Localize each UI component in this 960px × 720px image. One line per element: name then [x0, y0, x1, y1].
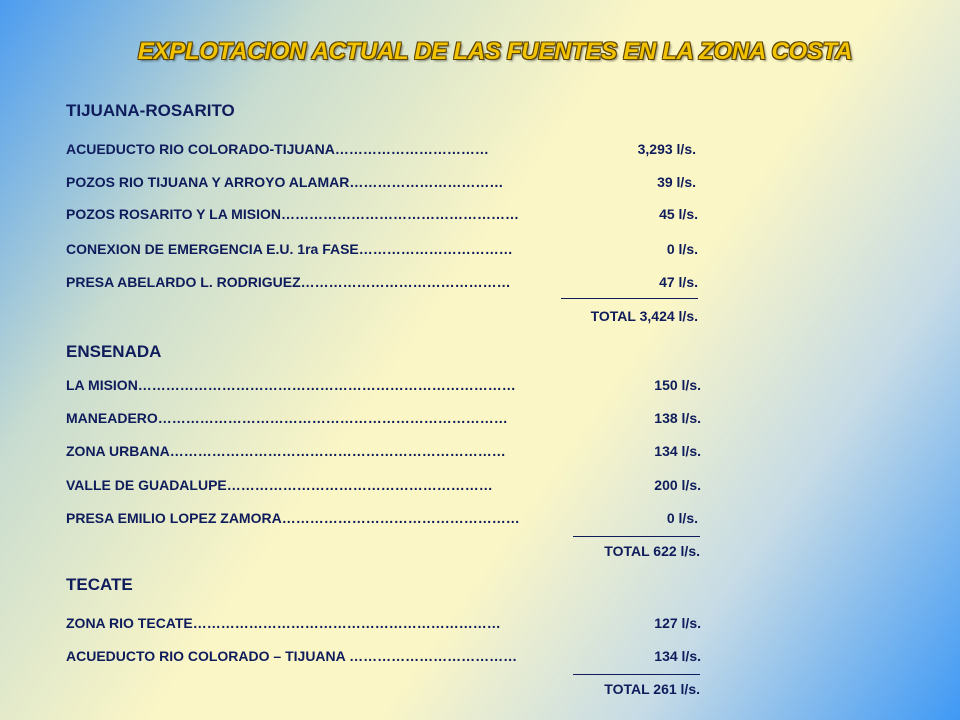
- source-label: ZONA RIO TECATE…………………………………………………………: [66, 615, 501, 631]
- list-item: ACUEDUCTO RIO COLORADO-TIJUANA……………………………: [66, 141, 696, 161]
- source-value: 134 l/s.: [654, 648, 701, 664]
- list-item: LA MISION……………………………………………………………………… 150…: [66, 377, 701, 397]
- source-label: LA MISION………………………………………………………………………: [66, 377, 516, 393]
- source-label: ACUEDUCTO RIO COLORADO – TIJUANA ……………………: [66, 648, 518, 664]
- section-heading-ensenada: ENSENADA: [66, 342, 162, 361]
- source-label: PRESA ABELARDO L. RODRIGUEZ……………………………………: [66, 274, 511, 290]
- source-label: POZOS RIO TIJUANA Y ARROYO ALAMAR……………………: [66, 174, 504, 190]
- source-label: VALLE DE GUADALUPE…………………………………………………: [66, 477, 493, 493]
- source-value: 45 l/s.: [659, 206, 698, 222]
- source-value: 0 l/s.: [666, 510, 698, 526]
- list-item: POZOS ROSARITO Y LA MISION………………………………………: [66, 206, 698, 226]
- section-total: TOTAL 3,424 l/s.: [590, 308, 698, 324]
- source-label: POZOS ROSARITO Y LA MISION………………………………………: [66, 206, 519, 222]
- source-label: MANEADERO…………………………………………………………………: [66, 410, 508, 426]
- list-item: PRESA EMILIO LOPEZ ZAMORA…………………………………………: [66, 510, 698, 530]
- list-item: ACUEDUCTO RIO COLORADO – TIJUANA ……………………: [66, 648, 701, 668]
- total-rule: [573, 536, 700, 537]
- total-rule: [573, 674, 700, 675]
- list-item: POZOS RIO TIJUANA Y ARROYO ALAMAR……………………: [66, 174, 696, 194]
- source-label: CONEXION DE EMERGENCIA E.U. 1ra FASE……………: [66, 241, 513, 257]
- list-item: MANEADERO………………………………………………………………… 138 l…: [66, 410, 701, 430]
- source-label: PRESA EMILIO LOPEZ ZAMORA…………………………………………: [66, 510, 520, 526]
- source-value: 200 l/s.: [654, 477, 701, 493]
- source-value: 150 l/s.: [654, 377, 701, 393]
- source-label: ACUEDUCTO RIO COLORADO-TIJUANA……………………………: [66, 141, 489, 157]
- list-item: PRESA ABELARDO L. RODRIGUEZ……………………………………: [66, 274, 698, 294]
- section-total: TOTAL 261 l/s.: [604, 681, 700, 697]
- source-value: 0 l/s.: [666, 241, 698, 257]
- section-heading-tecate: TECATE: [66, 575, 133, 594]
- total-rule: [561, 298, 698, 299]
- section-total: TOTAL 622 l/s.: [604, 543, 700, 559]
- source-value: 138 l/s.: [654, 410, 701, 426]
- source-label: ZONA URBANA………………………………………………………………: [66, 443, 506, 459]
- source-value: 134 l/s.: [654, 443, 701, 459]
- source-value: 47 l/s.: [659, 274, 698, 290]
- list-item: ZONA URBANA……………………………………………………………… 134 …: [66, 443, 701, 463]
- list-item: CONEXION DE EMERGENCIA E.U. 1ra FASE……………: [66, 241, 698, 261]
- list-item: VALLE DE GUADALUPE………………………………………………… 20…: [66, 477, 701, 497]
- list-item: ZONA RIO TECATE………………………………………………………… 12…: [66, 615, 701, 635]
- source-value: 39 l/s.: [657, 174, 696, 190]
- page-title: EXPLOTACION ACTUAL DE LAS FUENTES EN LA …: [137, 38, 853, 65]
- section-heading-tijuana-rosarito: TIJUANA-ROSARITO: [66, 101, 235, 120]
- source-value: 127 l/s.: [654, 615, 701, 631]
- source-value: 3,293 l/s.: [637, 141, 696, 157]
